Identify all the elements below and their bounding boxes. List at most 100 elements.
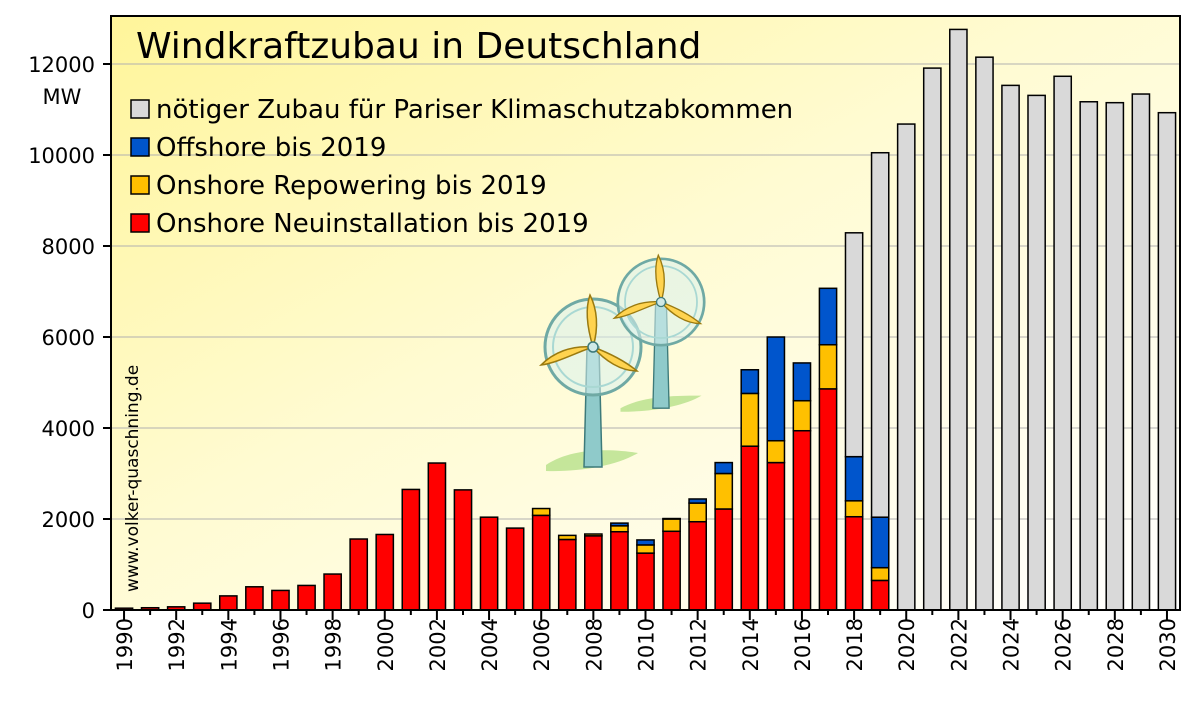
- x-tick-label: 2028: [1104, 618, 1128, 671]
- bar-segment-2014-series-2: [740, 369, 760, 395]
- x-tick-label: 2024: [1000, 618, 1024, 671]
- bar-segment-2001-series-0: [401, 488, 421, 611]
- bar-segment-2013-series-2: [714, 461, 734, 475]
- x-tick-label: 2014: [739, 618, 763, 671]
- x-tick-label: 2006: [530, 618, 554, 671]
- x-tick-label: 2018: [843, 618, 867, 671]
- bar-segment-2009-series-0: [610, 530, 629, 611]
- legend-swatch: [130, 137, 150, 157]
- bar-segment-2011-series-0: [662, 530, 681, 611]
- bar-segment-2015-series-2: [766, 336, 786, 442]
- bar-segment-2021-series-3: [922, 67, 942, 611]
- x-tick-label: 2002: [426, 618, 450, 671]
- legend-swatch: [130, 213, 150, 233]
- bar-segment-2008-series-0: [584, 535, 603, 611]
- y-tick-label: 4000: [42, 417, 95, 441]
- x-tick-label: 2030: [1156, 618, 1180, 671]
- bar-segment-2017-series-0: [818, 388, 838, 611]
- bar-segment-2011-series-2: [662, 517, 681, 520]
- bar-segment-2005-series-0: [505, 527, 525, 611]
- bar-segment-2016-series-2: [792, 362, 812, 402]
- bar-segment-2010-series-1: [636, 544, 655, 554]
- wind-turbine-illustration: [538, 253, 706, 472]
- bar-segment-1999-series-0: [349, 538, 369, 611]
- bar-segment-2022-series-3: [949, 28, 968, 611]
- bar-segment-2006-series-1: [531, 507, 551, 517]
- legend: nötiger Zubau für Pariser Klimaschutzabk…: [130, 95, 793, 239]
- bar-segment-2000-series-0: [375, 533, 395, 611]
- bar-segment-2030-series-3: [1157, 111, 1177, 611]
- bars: [114, 28, 1177, 611]
- bar-segment-2018-series-1: [844, 500, 864, 518]
- x-tick-label: 1998: [322, 618, 346, 671]
- y-tick-label: 6000: [42, 326, 95, 350]
- bar-segment-2024-series-3: [1001, 84, 1020, 611]
- bar-segment-1995-series-0: [245, 586, 264, 611]
- bar-segment-2027-series-3: [1079, 101, 1099, 611]
- bar-segment-2028-series-3: [1105, 101, 1125, 611]
- x-tick-label: 2022: [947, 618, 971, 671]
- bar-segment-2018-series-0: [844, 515, 864, 611]
- bar-segment-2008-series-1: [584, 533, 603, 537]
- bar-segment-2006-series-0: [531, 514, 551, 611]
- bar-segment-2019-series-3: [870, 151, 890, 518]
- x-tick-label: 1996: [270, 618, 294, 671]
- x-axis: 1990 1992 1994 1996 1998 2000 2002 2004 2006 2008…: [113, 610, 1180, 671]
- bar-segment-2011-series-1: [662, 518, 681, 533]
- bar-segment-2009-series-2: [610, 522, 629, 527]
- y-axis: 0 2000 4000 6000 8000 10000 12000: [28, 53, 111, 623]
- bar-segment-2020-series-3: [896, 123, 916, 611]
- x-tick-label: 1994: [217, 618, 241, 671]
- bar-segment-2007-series-0: [557, 538, 577, 611]
- legend-swatch: [130, 175, 150, 195]
- y-tick-label: 12000: [28, 53, 95, 77]
- bar-segment-2018-series-3: [844, 232, 864, 458]
- bar-segment-2013-series-0: [714, 508, 734, 611]
- bar-segment-2023-series-3: [975, 56, 994, 611]
- bar-segment-2013-series-1: [714, 472, 734, 510]
- bar-segment-1998-series-0: [323, 573, 342, 611]
- legend-label: Onshore Repowering bis 2019: [156, 171, 547, 201]
- bar-segment-2018-series-2: [844, 455, 864, 502]
- chart-title: Windkraftzubau in Deutschland: [136, 26, 701, 67]
- bar-segment-2019-series-2: [870, 516, 890, 569]
- x-tick-label: 2020: [895, 618, 919, 671]
- bar-segment-2029-series-3: [1131, 93, 1151, 611]
- bar-segment-2010-series-0: [636, 552, 655, 611]
- x-tick-label: 2012: [687, 618, 711, 671]
- bar-segment-2015-series-1: [766, 439, 786, 464]
- y-axis-unit-label: MW: [43, 85, 82, 109]
- bar-segment-2026-series-3: [1053, 75, 1073, 611]
- bar-segment-1994-series-0: [218, 595, 238, 611]
- legend-label: Onshore Neuinstallation bis 2019: [156, 209, 589, 239]
- bar-segment-1993-series-0: [192, 602, 212, 611]
- bar-segment-2025-series-3: [1027, 94, 1046, 611]
- y-tick-label: 2000: [42, 508, 95, 532]
- legend-label: Offshore bis 2019: [156, 133, 386, 163]
- bar-segment-2004-series-0: [479, 516, 499, 611]
- bar-segment-2012-series-2: [688, 498, 707, 504]
- x-tick-label: 2016: [791, 618, 815, 671]
- y-tick-label: 8000: [42, 235, 95, 259]
- x-tick-label: 2004: [478, 618, 502, 671]
- watermark-text: www.volker-quaschning.de: [123, 365, 143, 592]
- bar-segment-2016-series-1: [792, 399, 812, 432]
- bar-segment-2003-series-0: [453, 489, 473, 611]
- bar-segment-2012-series-1: [688, 502, 707, 523]
- bar-segment-2012-series-0: [688, 520, 707, 611]
- bar-segment-2019-series-0: [870, 579, 890, 611]
- bar-segment-1996-series-0: [271, 589, 290, 611]
- x-tick-label: 2008: [582, 618, 606, 671]
- y-tick-label: 10000: [28, 144, 95, 168]
- legend-swatch: [130, 99, 150, 119]
- bar-segment-2017-series-1: [818, 343, 838, 390]
- bar-segment-2014-series-1: [740, 392, 760, 447]
- x-tick-label: 1990: [113, 618, 137, 671]
- bar-segment-2017-series-2: [818, 287, 838, 346]
- bar-segment-2016-series-0: [792, 429, 812, 611]
- bar-segment-1997-series-0: [297, 584, 316, 611]
- x-tick-label: 2026: [1052, 618, 1076, 671]
- bar-segment-2014-series-0: [740, 445, 760, 611]
- bar-segment-2002-series-0: [427, 462, 447, 611]
